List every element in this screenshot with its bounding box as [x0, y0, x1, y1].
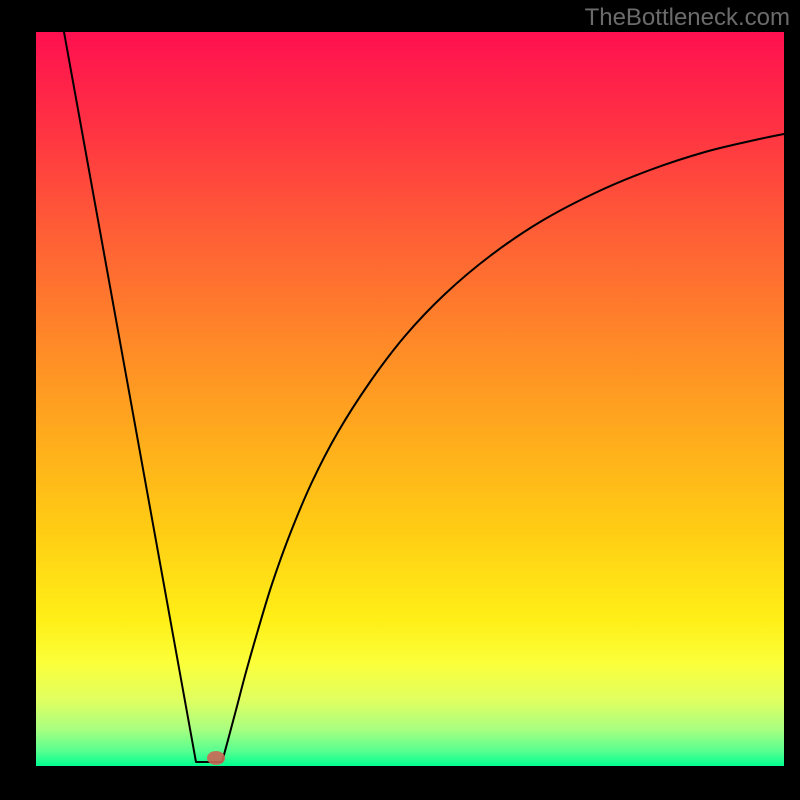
watermark-text: TheBottleneck.com [585, 4, 790, 32]
chart-container: { "watermark": "TheBottleneck.com", "cha… [0, 0, 800, 800]
plot-gradient-background [36, 32, 784, 766]
bottleneck-chart [0, 0, 800, 800]
optimal-point-marker [207, 751, 225, 765]
